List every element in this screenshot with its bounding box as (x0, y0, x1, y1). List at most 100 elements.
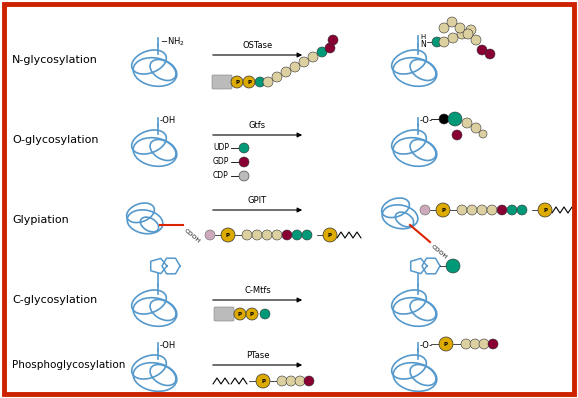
Text: UDP: UDP (213, 144, 229, 152)
Text: P: P (235, 80, 239, 85)
Circle shape (487, 205, 497, 215)
Circle shape (323, 228, 337, 242)
Circle shape (252, 230, 262, 240)
Circle shape (479, 339, 489, 349)
Circle shape (328, 35, 338, 45)
Circle shape (436, 203, 450, 217)
Text: CDP: CDP (213, 172, 229, 181)
Text: GPIT: GPIT (248, 196, 267, 205)
Text: P: P (250, 312, 254, 317)
Text: P: P (238, 312, 242, 317)
Circle shape (255, 77, 265, 87)
Text: COOH: COOH (430, 244, 448, 260)
Text: P: P (444, 342, 448, 347)
Circle shape (295, 376, 305, 386)
Circle shape (448, 112, 462, 126)
Text: Phosphoglycosylation: Phosphoglycosylation (12, 360, 125, 370)
Text: Glypiation: Glypiation (12, 215, 69, 225)
Circle shape (260, 309, 270, 319)
Circle shape (242, 230, 252, 240)
Text: P: P (543, 208, 547, 213)
Circle shape (234, 308, 246, 320)
FancyBboxPatch shape (214, 307, 234, 321)
Circle shape (304, 376, 314, 386)
Circle shape (462, 118, 472, 128)
Circle shape (325, 43, 335, 53)
Circle shape (479, 130, 487, 138)
FancyBboxPatch shape (212, 75, 232, 89)
Text: COOH: COOH (183, 228, 201, 244)
Text: P: P (328, 233, 332, 238)
Circle shape (246, 308, 258, 320)
Circle shape (277, 376, 287, 386)
Circle shape (243, 76, 255, 88)
Circle shape (262, 230, 272, 240)
Text: -O-: -O- (420, 341, 433, 350)
Circle shape (308, 52, 318, 62)
Circle shape (477, 45, 487, 55)
Circle shape (432, 37, 442, 47)
Circle shape (290, 62, 300, 72)
Circle shape (231, 76, 243, 88)
Circle shape (439, 114, 449, 124)
Text: P: P (441, 208, 445, 213)
Text: P: P (247, 80, 251, 85)
Circle shape (239, 157, 249, 167)
Circle shape (470, 339, 480, 349)
Circle shape (485, 49, 495, 59)
Circle shape (439, 23, 449, 33)
Circle shape (263, 77, 273, 87)
Circle shape (457, 205, 467, 215)
Text: C-Mtfs: C-Mtfs (244, 286, 271, 295)
Circle shape (463, 29, 473, 39)
Circle shape (446, 259, 460, 273)
Circle shape (448, 33, 458, 43)
Text: GDP: GDP (213, 158, 229, 166)
Circle shape (517, 205, 527, 215)
Text: -OH: -OH (160, 341, 176, 350)
Circle shape (317, 47, 327, 57)
Text: OSTase: OSTase (242, 41, 273, 50)
Circle shape (439, 337, 453, 351)
Text: P: P (226, 233, 230, 238)
Circle shape (302, 230, 312, 240)
Circle shape (420, 205, 430, 215)
Circle shape (471, 123, 481, 133)
Text: $\mathregular{-NH_2}$: $\mathregular{-NH_2}$ (160, 36, 185, 49)
Text: -O-: -O- (420, 116, 433, 125)
Text: N-glycosylation: N-glycosylation (12, 55, 98, 65)
Circle shape (281, 67, 291, 77)
Circle shape (221, 228, 235, 242)
Circle shape (286, 376, 296, 386)
Circle shape (439, 37, 449, 47)
Circle shape (477, 205, 487, 215)
Circle shape (488, 339, 498, 349)
Text: P: P (261, 379, 265, 384)
Circle shape (461, 339, 471, 349)
Circle shape (239, 143, 249, 153)
Circle shape (467, 205, 477, 215)
Circle shape (497, 205, 507, 215)
Text: H: H (420, 34, 425, 40)
Circle shape (471, 35, 481, 45)
Circle shape (256, 374, 270, 388)
Circle shape (205, 230, 215, 240)
Text: C-glycosylation: C-glycosylation (12, 295, 97, 305)
Circle shape (452, 130, 462, 140)
Circle shape (272, 72, 282, 82)
Circle shape (466, 25, 476, 35)
Circle shape (538, 203, 552, 217)
Circle shape (455, 23, 465, 33)
Circle shape (457, 29, 467, 39)
Circle shape (447, 17, 457, 27)
Circle shape (272, 230, 282, 240)
Circle shape (292, 230, 302, 240)
Text: PTase: PTase (246, 351, 269, 360)
Circle shape (507, 205, 517, 215)
Text: -OH: -OH (160, 116, 176, 125)
Circle shape (282, 230, 292, 240)
Circle shape (239, 171, 249, 181)
Text: O-glycosylation: O-glycosylation (12, 135, 98, 145)
Text: N: N (420, 40, 426, 49)
Text: Gtfs: Gtfs (249, 121, 266, 130)
